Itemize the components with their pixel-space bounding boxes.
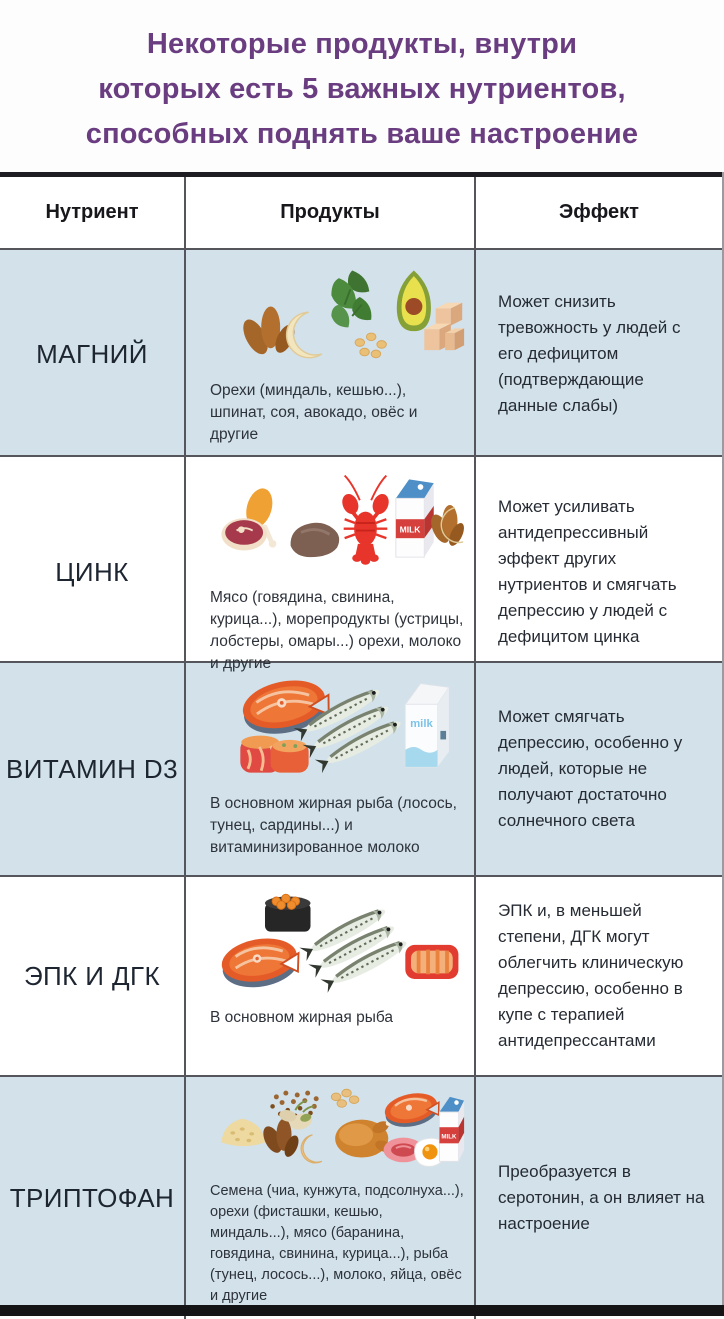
products-cell: Орехи (миндаль, кешью...), шпинат, соя, … [186, 250, 476, 458]
meat-chunk-highlight [300, 528, 331, 536]
products-cell: MILK Семена (чиа, кунжута, подсолнуха...… [186, 1077, 476, 1319]
nutrient-name: ВИТАМИН D3 [0, 663, 186, 875]
almonds-icon [263, 1118, 299, 1157]
spinach-icon [331, 270, 372, 328]
products-cell: milk В основном жирная рыба (лосось, тун… [186, 663, 476, 875]
meat-icon [221, 488, 277, 551]
milk-carton-icon: MILK [438, 1096, 465, 1162]
pistachio-icon [279, 1099, 315, 1130]
avocado-icon [396, 270, 431, 332]
meat-chunk-icon [290, 522, 340, 558]
effect-text: ЭПК и, в меньшей степени, ДГК могут обле… [498, 901, 684, 1050]
bottom-black-bar [0, 1305, 724, 1316]
salmon-steak-icon [221, 938, 300, 988]
title-line-3: способных поднять ваше настроение [85, 118, 639, 150]
cashew-icon [285, 311, 323, 359]
nutrient-name: ТРИПТОФАН [0, 1077, 186, 1319]
table-row-vitamin-d3: ВИТАМИН D3 [0, 663, 722, 877]
products-caption: Мясо (говядина, свинина, курица...), мор… [210, 589, 464, 672]
salmon-roll-icon [405, 944, 459, 980]
food-illustration: milk [210, 673, 466, 785]
effect-text: Может усиливать антидепрессивный эффект … [498, 497, 677, 646]
cashew-icon [300, 1134, 323, 1164]
effect-text: Преобразуется в серотонин, а он влияет н… [498, 1162, 705, 1233]
food-illustration: MILK [210, 467, 466, 579]
products-cell: MILK Мясо (говядина, свинина, курица...)… [186, 457, 476, 687]
salmon-steak-icon [242, 680, 330, 734]
table-row-zinc: ЦИНК [0, 457, 722, 687]
effect-text: Может снизить тревожность у людей с его … [498, 292, 681, 415]
table-top-border [0, 172, 722, 177]
products-cell: В основном жирная рыба [186, 877, 476, 1075]
table-row-magnesium: МАГНИЙ [0, 250, 722, 458]
sushi-roll-icon [240, 735, 309, 773]
table-header-row: Нутриент Продукты Эффект [0, 177, 722, 250]
milk-label: milk [410, 718, 433, 730]
food-illustration [210, 260, 466, 372]
effect-text: Может смягчать депрессию, особенно у люд… [498, 707, 683, 830]
nutrient-name: МАГНИЙ [0, 250, 186, 458]
header-effect: Эффект [559, 201, 639, 223]
lobster-icon [342, 474, 389, 565]
food-illustration [210, 887, 466, 999]
table-row-epa-dha: ЭПК И ДГК [0, 877, 722, 1077]
products-caption: В основном жирная рыба (лосось, тунец, с… [210, 795, 457, 856]
food-illustration: MILK [210, 1087, 466, 1175]
title-line-2: которых есть 5 важных нутриентов, [98, 73, 626, 105]
milk-carton-icon: MILK [395, 479, 434, 558]
products-caption: Орехи (миндаль, кешью...), шпинат, соя, … [210, 382, 418, 443]
turkey-icon [335, 1119, 393, 1158]
salmon-steak-icon [384, 1093, 440, 1127]
ikura-sushi-icon [264, 893, 311, 932]
page-title: Некоторые продукты, внутри которых есть … [0, 0, 724, 157]
soybeans-icon [354, 332, 387, 359]
milk-carton-icon: milk [404, 682, 450, 768]
table-row-tryptophan: ТРИПТОФАН [0, 1077, 722, 1319]
products-caption: В основном жирная рыба [210, 1009, 394, 1026]
sardines-icon [297, 902, 412, 995]
header-nutrient: Нутриент [0, 177, 186, 248]
nutrient-name: ЦИНК [0, 457, 186, 687]
title-line-1: Некоторые продукты, внутри [146, 28, 578, 60]
header-products: Продукты [186, 177, 476, 248]
nutrient-name: ЭПК И ДГК [0, 877, 186, 1075]
tofu-icon [424, 302, 465, 351]
sesame-icon [221, 1118, 265, 1147]
ham-icon [383, 1137, 424, 1163]
nut-pieces-icon [330, 1088, 360, 1108]
nutrients-table: Нутриент Продукты Эффект МАГНИЙ [0, 172, 724, 1319]
milk-label: MILK [441, 1134, 457, 1141]
products-caption: Семена (чиа, кунжута, подсолнуха...), ор… [210, 1183, 464, 1304]
milk-label: MILK [400, 524, 422, 534]
